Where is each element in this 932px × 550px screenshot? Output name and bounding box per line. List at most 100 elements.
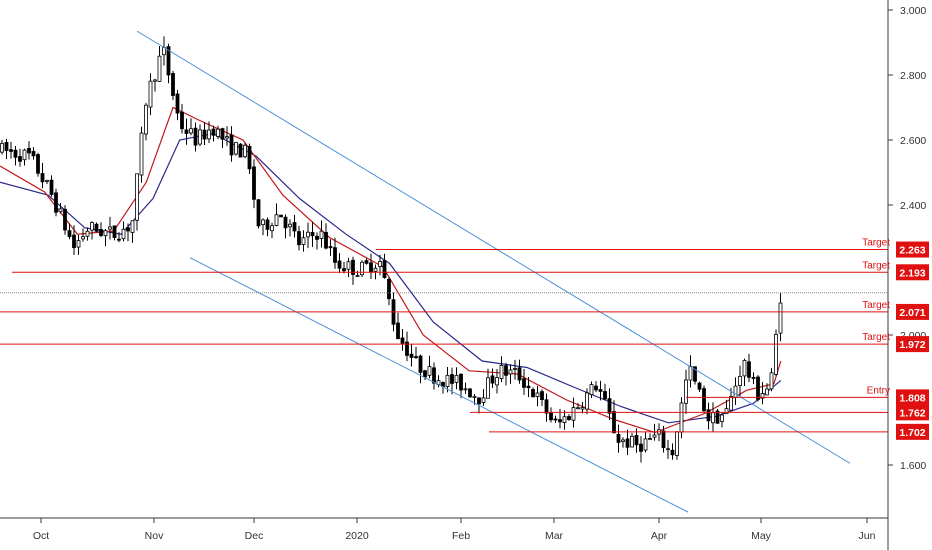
price-levels [0, 249, 888, 433]
candle-up [157, 55, 162, 82]
candle-down [549, 412, 553, 421]
candle-down [9, 149, 13, 152]
candles [0, 36, 783, 463]
candle-down [351, 259, 355, 275]
candle-down [315, 235, 319, 240]
candle-down [751, 377, 756, 379]
candle-down [49, 179, 54, 195]
candle-down [612, 411, 616, 434]
price-badge-label: 2.193 [899, 267, 925, 279]
candle-down [405, 341, 409, 356]
candle-up [720, 414, 724, 422]
candle-down [544, 399, 549, 414]
time-axis: Oct Nov Dec 2020 Feb Mar Apr May Jun [33, 518, 876, 542]
candle-up [760, 393, 765, 399]
candle-up [225, 136, 229, 139]
candle-up [675, 431, 679, 456]
candle-down [450, 374, 454, 384]
candle-down [459, 373, 463, 391]
candle-up [445, 374, 450, 387]
candle-down [396, 322, 400, 340]
candle-down [468, 388, 472, 398]
candle-up [711, 412, 715, 424]
candle-up [301, 237, 306, 245]
candle-down [477, 397, 481, 405]
level-tag-label: Target [862, 260, 890, 271]
candle-down [715, 410, 720, 424]
price-badge-label: 1.762 [899, 407, 925, 419]
candle-up [85, 230, 90, 237]
time-tick-label: Nov [145, 530, 164, 542]
candle-up [580, 407, 585, 410]
time-tick-label: Jun [859, 530, 876, 542]
candle-up [513, 368, 517, 370]
candle-up [45, 180, 49, 182]
candle-down [702, 388, 706, 412]
candle-up [630, 435, 634, 448]
candle-up [189, 128, 193, 134]
channel-lower-line [189, 257, 689, 513]
moving-averages [0, 106, 782, 434]
candle-down [364, 260, 369, 264]
candle-down [265, 219, 270, 230]
candle-down [567, 416, 571, 420]
candle-up [472, 395, 477, 398]
candle-down [531, 389, 535, 398]
price-badge [896, 303, 929, 320]
candle-up [90, 222, 94, 231]
candle-down [540, 391, 544, 400]
candle-down [67, 230, 72, 238]
candle-down [414, 356, 418, 358]
candle-down [180, 111, 184, 130]
trend-channel [136, 30, 851, 513]
time-tick-label: Feb [452, 530, 470, 542]
candle-up [742, 360, 747, 377]
candle-up [643, 438, 648, 451]
candle-down [256, 199, 261, 227]
price-badge [896, 264, 929, 281]
candle-down [252, 166, 256, 200]
candle-up [571, 407, 576, 421]
candle-down [310, 232, 315, 237]
candle-up [495, 377, 499, 386]
candle-down [616, 433, 621, 443]
candle-down [526, 385, 531, 389]
candle-down [31, 150, 36, 157]
candle-down [517, 367, 522, 381]
candle-up [0, 142, 4, 153]
candle-up [733, 385, 738, 398]
channel-upper-line [136, 30, 851, 464]
candle-down [202, 129, 207, 140]
candle-down [126, 227, 130, 232]
candle-down [112, 225, 117, 238]
candle-up [666, 448, 670, 451]
time-tick-label: Mar [545, 530, 564, 542]
candle-down [706, 409, 711, 422]
candle-down [211, 128, 216, 136]
candle-up [243, 144, 247, 158]
candle-down [333, 247, 337, 263]
candle-down [328, 246, 333, 249]
candle-down [603, 391, 607, 400]
candle-down [342, 268, 346, 272]
candle-down [220, 128, 225, 140]
candle-down [661, 430, 666, 448]
candle-down [94, 223, 99, 232]
candle-down [292, 222, 297, 232]
candle-up [130, 220, 135, 233]
candle-down [324, 231, 328, 249]
candle-up [76, 240, 81, 248]
candle-up [486, 377, 490, 399]
candle-up [135, 173, 139, 221]
price-badge-label: 1.808 [899, 392, 925, 404]
candle-down [369, 262, 373, 273]
price-tick-label: 3.000 [900, 5, 926, 17]
price-tick-label: 1.600 [900, 460, 926, 472]
candle-up [261, 219, 265, 226]
time-tick-label: 2020 [345, 530, 369, 542]
candle-down [171, 73, 175, 96]
candle-down [418, 355, 423, 373]
candle-down [756, 376, 760, 400]
candle-up [355, 275, 360, 277]
